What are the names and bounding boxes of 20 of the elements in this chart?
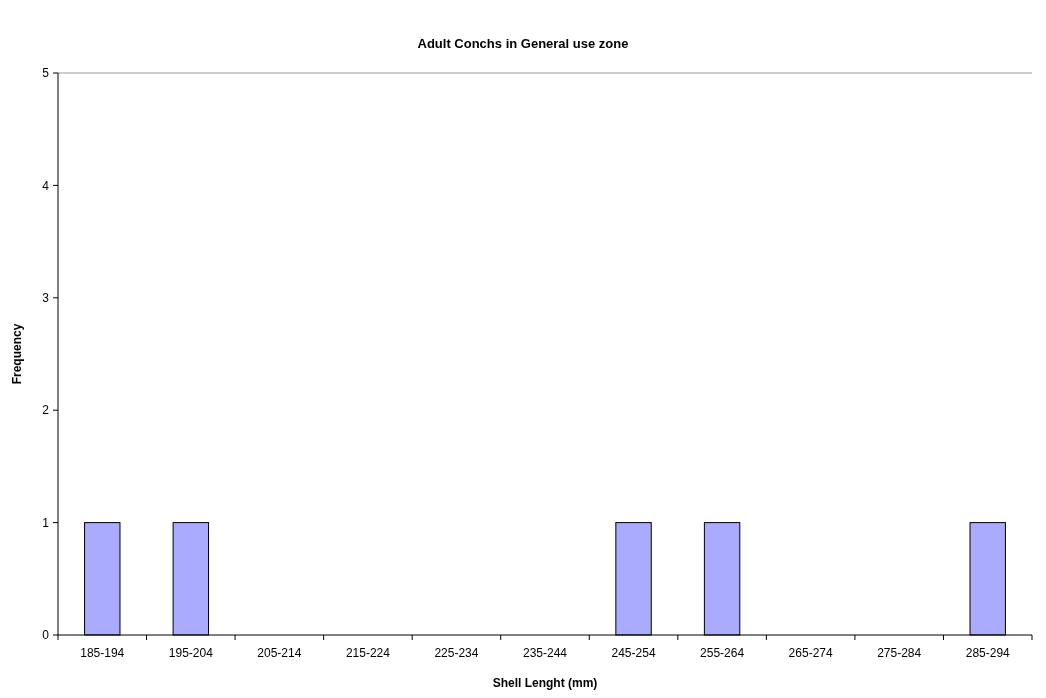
x-tick-label: 185-194 bbox=[80, 646, 125, 660]
chart-title: Adult Conchs in General use zone bbox=[417, 36, 629, 51]
x-axis-title: Shell Lenght (mm) bbox=[492, 676, 598, 690]
x-tick-label: 225-234 bbox=[434, 646, 479, 660]
x-tick-label: 265-274 bbox=[788, 646, 833, 660]
x-tick-label: 245-254 bbox=[611, 646, 656, 660]
y-tick-label: 0 bbox=[42, 628, 50, 643]
x-tick-label: 235-244 bbox=[522, 646, 568, 660]
y-tick-label: 4 bbox=[42, 178, 50, 193]
y-tick-label: 3 bbox=[42, 291, 50, 305]
y-tick-label: 2 bbox=[42, 403, 50, 418]
x-tick-label: 285-294 bbox=[965, 646, 1011, 660]
x-tick-label: 255-264 bbox=[700, 646, 745, 660]
x-tick-label: 275-284 bbox=[877, 646, 922, 660]
y-tick-label: 1 bbox=[42, 515, 50, 530]
y-axis-title: Frequency bbox=[10, 323, 24, 385]
x-tick-label: 195-204 bbox=[168, 646, 214, 660]
x-tick-label: 205-214 bbox=[257, 646, 302, 660]
x-tick-label: 215-224 bbox=[345, 646, 391, 660]
y-tick-label: 5 bbox=[42, 66, 50, 81]
